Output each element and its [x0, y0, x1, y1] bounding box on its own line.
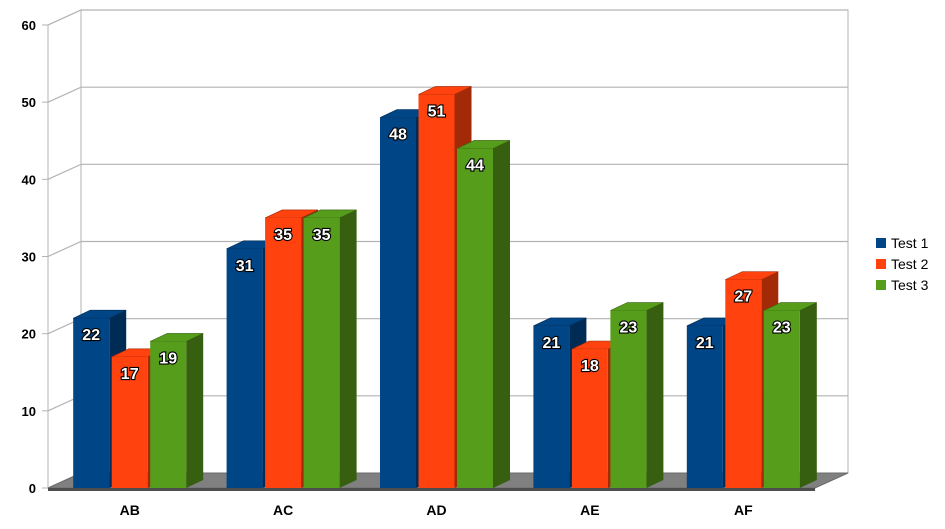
- data-label: 21: [543, 335, 561, 352]
- x-tick-label: AF: [734, 502, 753, 518]
- data-label: 21: [696, 335, 714, 352]
- bar-front: [418, 94, 455, 488]
- gridline: [47, 163, 848, 180]
- y-tick-label: 0: [29, 481, 36, 496]
- bar-front: [763, 310, 800, 488]
- legend-swatch: [876, 280, 886, 290]
- data-label: 19: [159, 350, 177, 367]
- data-label: 44: [466, 157, 484, 174]
- x-axis: AB AC AD AE AF: [120, 502, 753, 518]
- data-label: 18: [581, 358, 599, 375]
- data-label: 48: [389, 127, 407, 144]
- y-tick-label: 30: [22, 250, 36, 265]
- data-labels: 22 17 19 31 35 35 48 51 44 21 18 23 21 27 23: [81, 102, 792, 384]
- bar-side: [339, 209, 357, 488]
- x-tick-label: AD: [426, 502, 446, 518]
- y-tick-label: 40: [22, 172, 36, 187]
- legend-label: Test 2: [891, 256, 929, 272]
- gridline: [47, 240, 848, 258]
- data-label: 51: [428, 103, 446, 120]
- legend-swatch: [876, 238, 886, 248]
- data-label: 35: [313, 227, 331, 244]
- bar-front: [150, 341, 187, 488]
- bar: [303, 209, 357, 488]
- data-label: 27: [734, 289, 752, 306]
- legend-label: Test 1: [891, 235, 929, 251]
- x-tick-label: AC: [273, 502, 293, 518]
- bar: [456, 140, 511, 488]
- data-label: 23: [620, 320, 638, 337]
- x-tick-label: AE: [580, 502, 599, 518]
- legend-swatch: [876, 259, 886, 269]
- bar-front: [725, 279, 762, 488]
- bar-front: [533, 325, 570, 488]
- gridline: [47, 9, 848, 26]
- bar: [150, 333, 204, 488]
- bar-side: [493, 140, 510, 488]
- data-label: 23: [773, 320, 791, 337]
- bar-side: [186, 333, 204, 488]
- x-tick-label: AB: [120, 502, 140, 518]
- bars: [73, 86, 817, 488]
- bar-front: [457, 148, 493, 488]
- bar-front: [686, 325, 723, 488]
- bar-side: [646, 302, 664, 488]
- y-axis: 0 10 20 30 40 50 60: [22, 18, 48, 496]
- y-tick-label: 50: [22, 95, 36, 110]
- legend: Test 1 Test 2 Test 3: [876, 235, 929, 293]
- data-label: 35: [274, 227, 292, 244]
- data-label: 17: [121, 366, 139, 383]
- bar: [763, 302, 817, 488]
- bar-front: [380, 117, 416, 488]
- bar: [610, 302, 664, 488]
- bar-front: [226, 248, 263, 488]
- bar-front: [303, 217, 340, 488]
- bar-front: [73, 318, 110, 488]
- bar-front: [610, 310, 647, 488]
- data-label: 22: [82, 327, 100, 344]
- bar-front: [111, 356, 148, 488]
- bar-front: [265, 217, 302, 488]
- data-label: 31: [236, 258, 254, 275]
- floor-edge: [48, 488, 815, 491]
- bar-front: [571, 349, 608, 488]
- y-tick-label: 20: [22, 327, 36, 342]
- y-tick-label: 10: [22, 404, 36, 419]
- bar-side: [799, 302, 817, 488]
- legend-label: Test 3: [891, 277, 929, 293]
- y-tick-label: 60: [22, 18, 36, 33]
- gridline: [47, 86, 848, 103]
